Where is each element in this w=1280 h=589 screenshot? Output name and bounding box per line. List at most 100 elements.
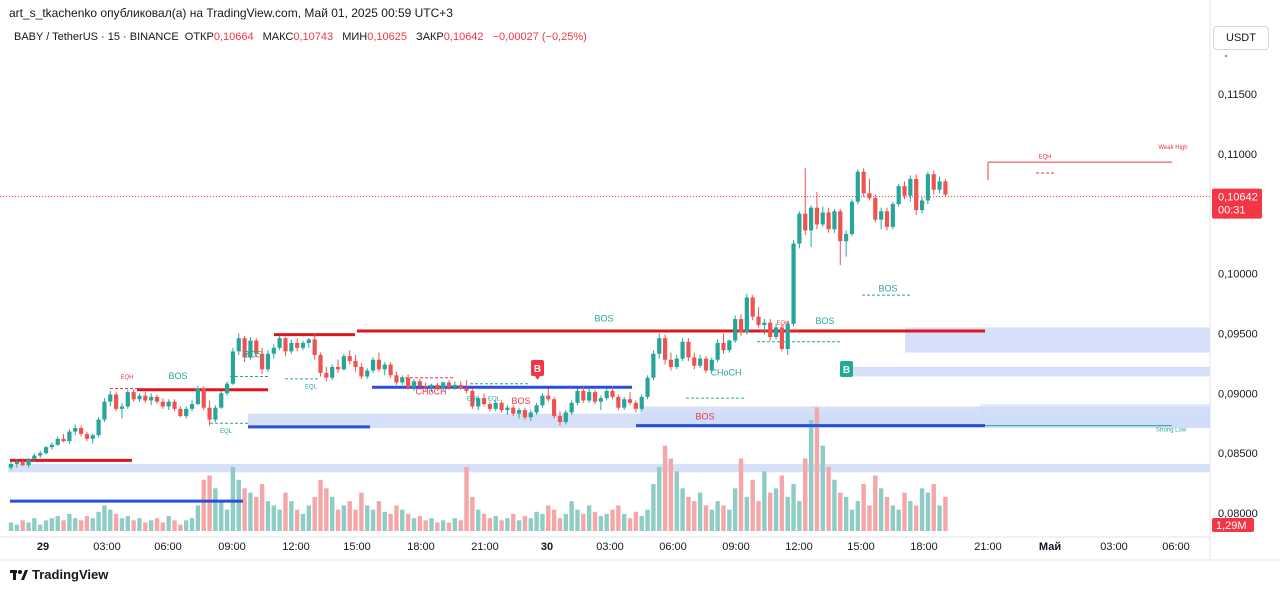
low-label: МИН — [342, 31, 368, 43]
close-value: 0,10642 — [443, 31, 484, 43]
candle-body — [943, 181, 948, 195]
volume-bar — [826, 467, 831, 531]
volume-bar — [458, 520, 463, 531]
tradingview-logo[interactable]: TradingView — [10, 567, 108, 582]
sell-signal-label: B — [534, 364, 541, 375]
time-axis-label: Май — [1039, 541, 1061, 553]
volume-bar — [686, 496, 691, 531]
volume-bar — [440, 520, 446, 531]
candle-body — [283, 338, 288, 352]
candle-body — [651, 353, 656, 378]
choch-label: CHoCH — [415, 386, 446, 396]
volume-bar — [90, 518, 95, 531]
candle-body — [277, 338, 282, 348]
volume-bar — [925, 492, 931, 531]
candle-body — [347, 356, 352, 361]
volume-bar — [219, 501, 224, 531]
volume-bar — [195, 505, 201, 531]
volume-bar — [108, 509, 113, 531]
volume-bar — [937, 505, 942, 531]
volume-bar — [481, 513, 487, 531]
candle-body — [709, 359, 714, 371]
volume-bar — [727, 509, 732, 531]
volume-bar — [248, 492, 253, 531]
symbol-legend[interactable]: BABY / TetherUS · 15 · BINANCE ОТКР0,106… — [14, 31, 593, 43]
time-axis-label: 03:00 — [596, 541, 624, 553]
candle-body — [20, 461, 25, 466]
eql-label: EQL — [220, 429, 233, 435]
candle-body — [499, 402, 504, 411]
volume-bar — [627, 518, 633, 531]
candle-body — [727, 340, 732, 351]
volume-bar — [382, 511, 387, 531]
candle-body — [592, 392, 598, 402]
candle-body — [785, 323, 790, 349]
price-scale-label: 0,09000 — [1218, 388, 1258, 400]
volume-bar — [143, 522, 148, 531]
currency-button[interactable]: USDT — [1213, 26, 1269, 50]
candle-body — [879, 211, 884, 220]
candle-body — [400, 377, 405, 383]
volume-bar — [622, 513, 627, 531]
candle-body — [540, 395, 545, 406]
candle-body — [721, 342, 726, 351]
candle-body — [143, 395, 148, 401]
volume-bar — [592, 511, 598, 531]
candle-body — [394, 375, 399, 383]
candle-body — [306, 339, 311, 343]
volume-bar — [137, 518, 142, 531]
volume-bar — [154, 518, 160, 531]
candle-body — [26, 459, 31, 466]
candle-body — [703, 358, 709, 371]
volume-bar — [84, 516, 90, 531]
volume-bar — [914, 505, 919, 531]
volume-bar — [773, 488, 779, 531]
candle-body — [476, 398, 481, 407]
candle-body — [715, 342, 720, 360]
volume-bar — [283, 492, 288, 531]
candle-body — [84, 434, 90, 439]
buy-signal-marker[interactable] — [840, 361, 853, 377]
plot-area[interactable] — [0, 48, 1210, 533]
time-axis-label: 18:00 — [407, 541, 435, 553]
volume-bar — [750, 479, 755, 531]
candle-body — [680, 341, 685, 359]
volume-bar — [867, 505, 872, 531]
time-axis-label: 09:00 — [722, 541, 750, 553]
volume-bar — [586, 505, 592, 531]
volume-bar — [943, 496, 948, 531]
volume-bar — [616, 505, 621, 531]
candle-body — [674, 358, 679, 367]
volume-bar — [26, 522, 31, 531]
candle-body — [365, 370, 370, 377]
candle-body — [733, 319, 738, 341]
volume-bar — [557, 518, 563, 531]
volume-bar — [429, 518, 434, 531]
price-scale-label: 0,08500 — [1218, 448, 1258, 460]
volume-bar — [779, 475, 785, 531]
volume-bar — [732, 488, 738, 531]
symbol-name[interactable]: BABY / TetherUS · 15 · BINANCE — [14, 31, 179, 43]
volume-bar — [668, 458, 674, 531]
candle-body — [738, 319, 744, 333]
candle-body — [78, 428, 84, 435]
candle-body — [388, 364, 393, 376]
bos-label: BOS — [594, 313, 613, 323]
sell-signal-marker[interactable] — [531, 360, 544, 376]
volume-bar — [73, 518, 78, 531]
candle-body — [657, 338, 662, 354]
time-axis-label: 09:00 — [218, 541, 246, 553]
candle-body — [429, 384, 434, 388]
volume-bar — [633, 511, 639, 531]
candle-body — [756, 316, 761, 326]
zone-box — [840, 366, 1210, 377]
candle-body — [207, 407, 212, 420]
volume-bar — [534, 511, 539, 531]
candle-body — [493, 402, 498, 409]
volume-bar — [878, 488, 884, 531]
current-price-tag — [1212, 188, 1262, 219]
volume-bar — [411, 518, 417, 531]
volume-bar — [435, 522, 440, 531]
candle-body — [686, 341, 691, 358]
